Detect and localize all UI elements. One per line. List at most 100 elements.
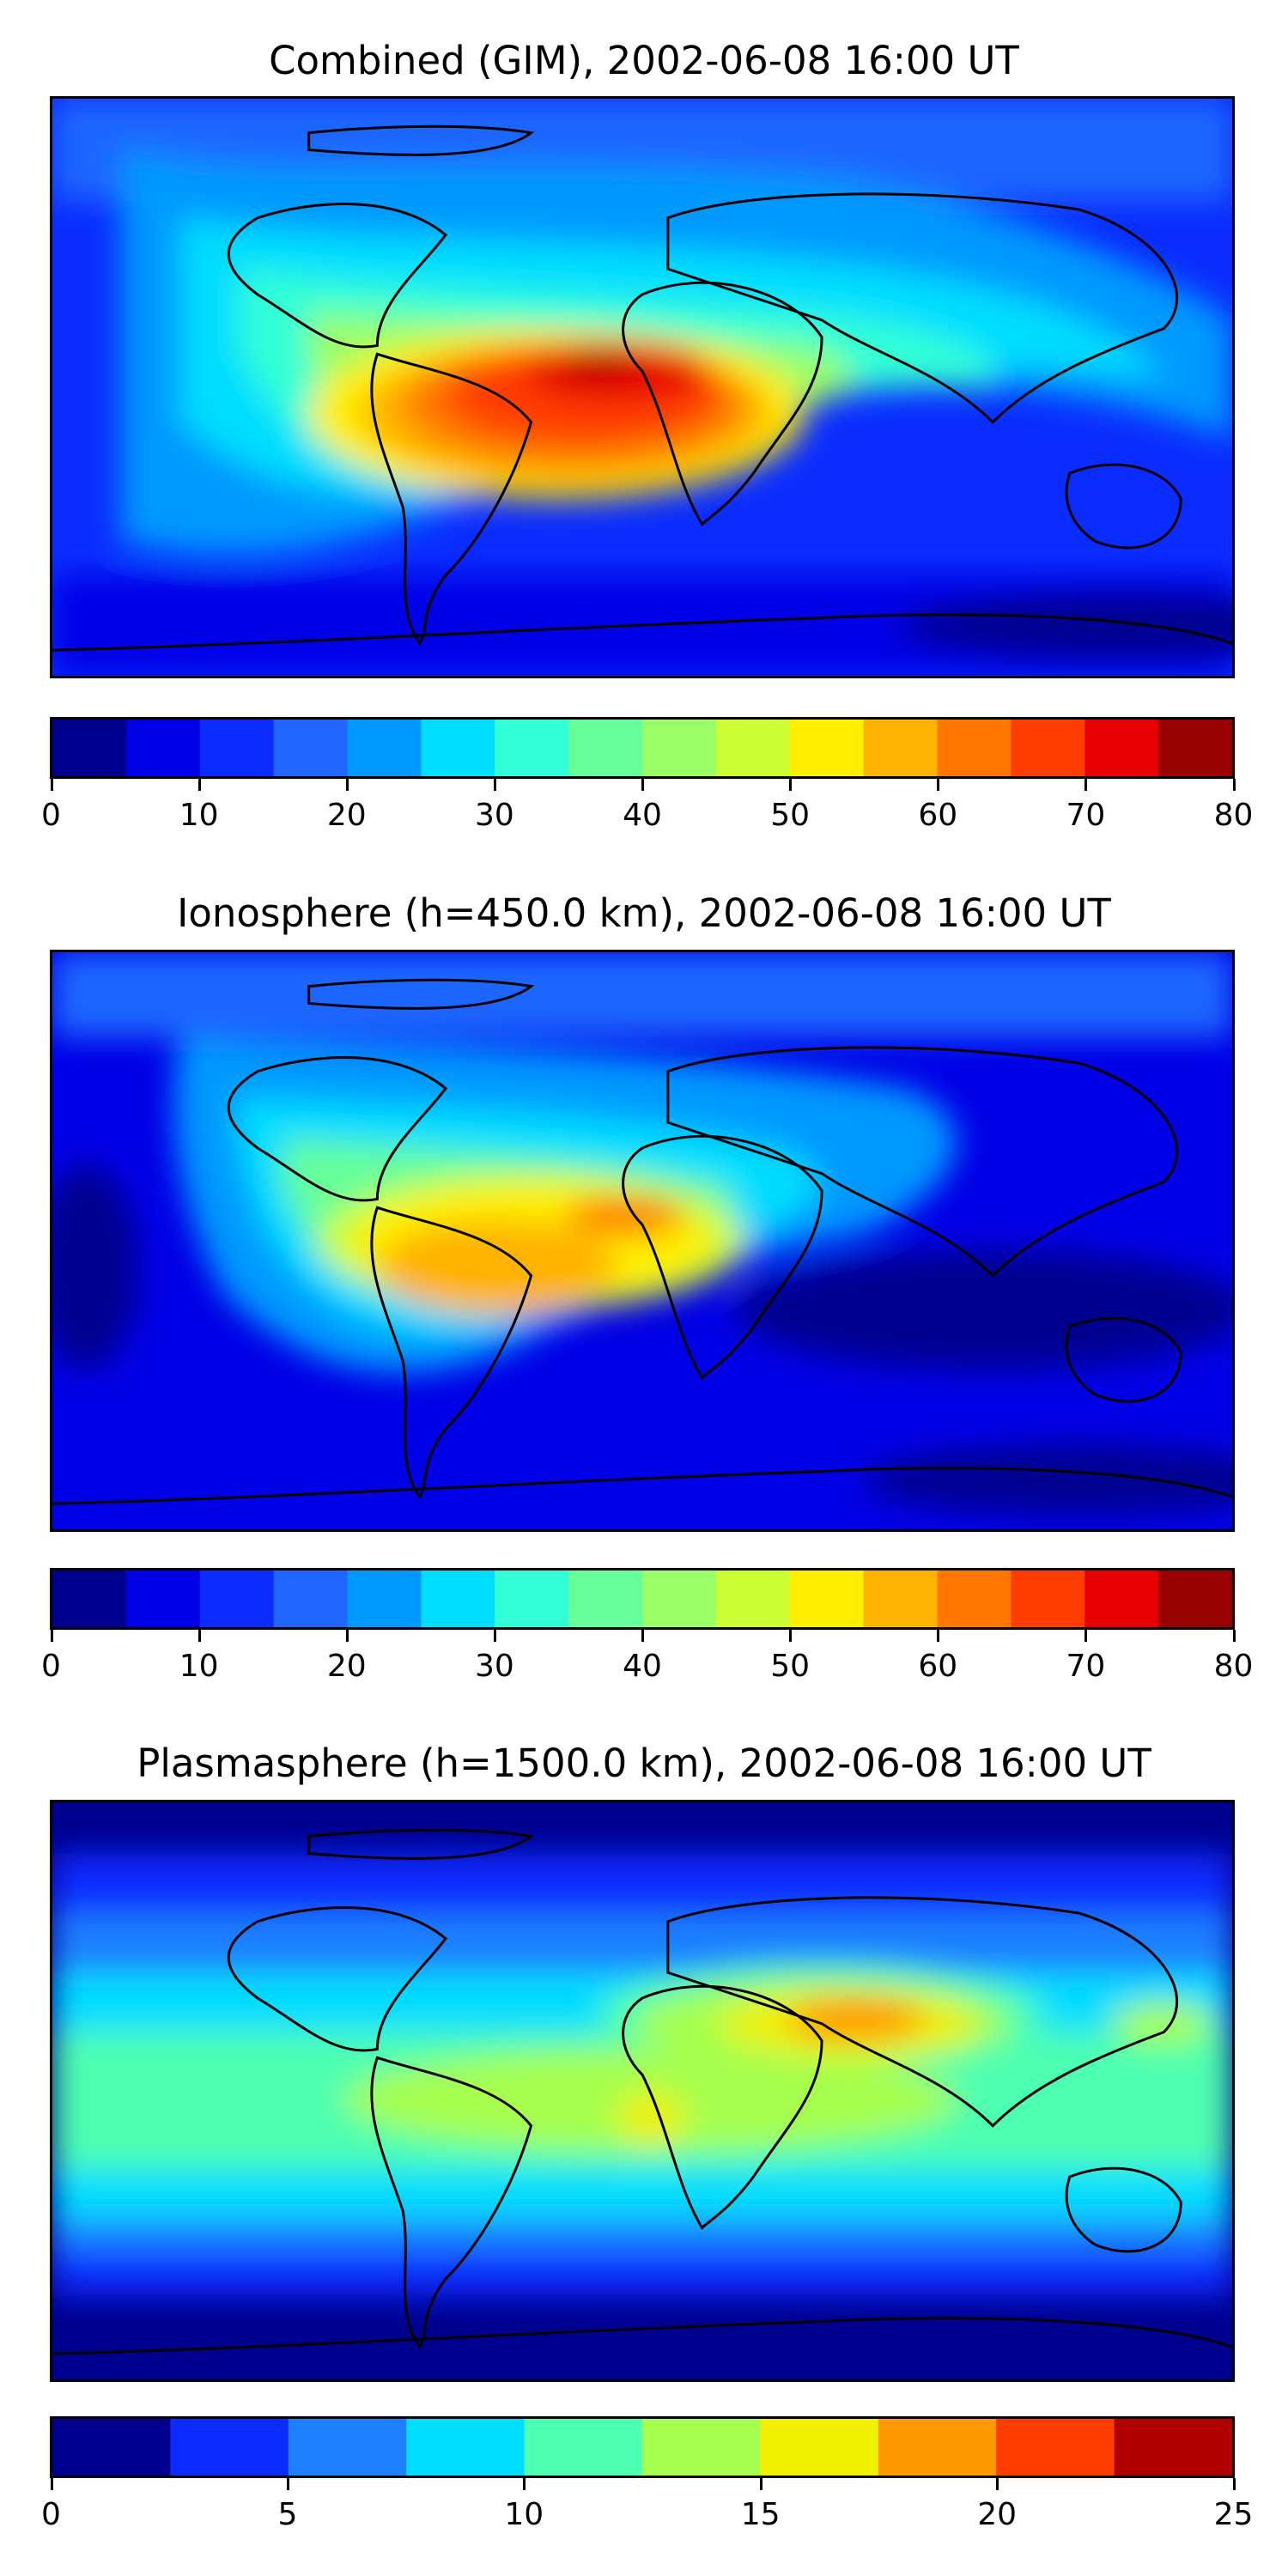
colorbar xyxy=(50,1568,1235,1630)
colorbar-segment xyxy=(288,2419,407,2476)
colorbar-segment xyxy=(125,720,201,776)
colorbar-tick-label: 50 xyxy=(770,1649,811,1684)
colorbar-segment xyxy=(125,1571,201,1627)
colorbar-segment xyxy=(863,1571,939,1627)
colorbar-segment xyxy=(878,2419,997,2476)
coastlines xyxy=(52,978,1232,1505)
coastlines xyxy=(52,1828,1232,2355)
colorbar-tick-label: 0 xyxy=(41,798,61,833)
colorbar-tick xyxy=(1084,1630,1088,1642)
colorbar-segment xyxy=(421,1571,495,1627)
colorbar-tick xyxy=(345,779,349,791)
colorbar-segment xyxy=(642,720,717,776)
colorbar-segment xyxy=(1158,720,1232,776)
colorbar-tick-label: 60 xyxy=(918,1649,958,1684)
map-title: Ionosphere (h=450.0 km), 2002-06-08 16:0… xyxy=(177,890,1111,936)
colorbar-tick xyxy=(1232,1630,1236,1642)
colorbar-tick xyxy=(197,1630,201,1642)
colorbar-tick xyxy=(50,779,53,791)
colorbar-tick xyxy=(789,779,793,791)
colorbar-tick-label: 20 xyxy=(977,2497,1017,2532)
colorbar-segment xyxy=(52,2419,171,2476)
colorbar-svg xyxy=(52,2419,1232,2476)
tec-map xyxy=(50,950,1235,1532)
colorbar-tick xyxy=(50,1630,53,1642)
colorbar-tick xyxy=(50,2478,53,2490)
tec-map-svg xyxy=(52,952,1232,1529)
colorbar-segment xyxy=(495,1571,569,1627)
colorbar-segment xyxy=(1158,1571,1232,1627)
colorbar-segment xyxy=(421,720,495,776)
colorbar-tick-label: 70 xyxy=(1066,798,1106,833)
colorbar-tick xyxy=(641,1630,644,1642)
colorbar-tick xyxy=(789,1630,793,1642)
colorbar-segment xyxy=(568,720,643,776)
colorbar-ticks: 0 10 20 30 40 50 60 70 80 xyxy=(41,1630,1253,1684)
colorbar-tick xyxy=(493,1630,496,1642)
colorbar-segment xyxy=(642,2419,761,2476)
colorbar-tick-label: 20 xyxy=(326,798,367,833)
colorbar-tick-label: 10 xyxy=(504,2497,544,2532)
colorbar-segment xyxy=(52,720,127,776)
map-title: Combined (GIM), 2002-06-08 16:00 UT xyxy=(269,38,1019,83)
colorbar-tick xyxy=(759,2478,762,2490)
colorbar-tick-label: 0 xyxy=(41,1649,61,1684)
colorbar-segment xyxy=(568,1571,643,1627)
colorbar-segment xyxy=(347,720,422,776)
colorbar-tick xyxy=(1084,779,1088,791)
tec-map-svg xyxy=(52,99,1232,676)
colorbar-tick-label: 60 xyxy=(918,798,958,833)
colorbar-tick-label: 30 xyxy=(474,798,514,833)
colorbar-tick-label: 80 xyxy=(1213,798,1254,833)
colorbar-segment xyxy=(937,720,1012,776)
colorbar-segment xyxy=(863,720,939,776)
colorbar-segment xyxy=(642,1571,717,1627)
colorbar-segment xyxy=(199,1571,275,1627)
colorbar-segment xyxy=(273,1571,349,1627)
colorbar-segment xyxy=(996,2419,1115,2476)
tec-map xyxy=(50,1800,1235,2382)
colorbar-tick-label: 30 xyxy=(474,1649,514,1684)
colorbar-segment xyxy=(937,1571,1012,1627)
colorbar-ticks: 0 5 10 15 20 25 xyxy=(41,2478,1253,2532)
colorbar-tick xyxy=(493,779,496,791)
colorbar-svg xyxy=(52,1571,1232,1627)
colorbar-segment xyxy=(273,720,349,776)
colorbar-tick xyxy=(286,2478,289,2490)
colorbar-segment xyxy=(1114,2419,1232,2476)
colorbar-tick xyxy=(1232,2478,1236,2490)
colorbar-tick xyxy=(641,779,644,791)
colorbar xyxy=(50,2416,1235,2478)
colorbar-segment xyxy=(524,2419,643,2476)
colorbar-tick xyxy=(197,779,201,791)
colorbar-segment xyxy=(406,2419,526,2476)
colorbar-svg xyxy=(52,720,1232,776)
colorbar-segment xyxy=(1011,720,1085,776)
map-title: Plasmasphere (h=1500.0 km), 2002-06-08 1… xyxy=(137,1741,1151,1786)
colorbar-segment xyxy=(1084,720,1159,776)
colorbar-tick-label: 0 xyxy=(41,2497,61,2532)
colorbar-tick-label: 5 xyxy=(277,2497,298,2532)
colorbar-segment xyxy=(52,1571,127,1627)
colorbar-segment xyxy=(1084,1571,1159,1627)
colorbar-tick-label: 40 xyxy=(623,798,662,833)
tec-map-svg xyxy=(52,1802,1232,2379)
colorbar-segment xyxy=(1011,1571,1085,1627)
tec-map xyxy=(50,96,1235,678)
colorbar-tick-label: 40 xyxy=(623,1649,662,1684)
colorbar-tick xyxy=(937,1630,940,1642)
colorbar-segment xyxy=(789,1571,865,1627)
colorbar-tick-label: 70 xyxy=(1066,1649,1106,1684)
colorbar-tick xyxy=(523,2478,526,2490)
colorbar-tick-label: 80 xyxy=(1213,1649,1254,1684)
colorbar-segment xyxy=(495,720,569,776)
coastlines xyxy=(52,125,1232,652)
colorbar-segment xyxy=(170,2419,289,2476)
colorbar-segment xyxy=(715,720,791,776)
colorbar-tick-label: 50 xyxy=(770,798,811,833)
colorbar-tick xyxy=(345,1630,349,1642)
colorbar-tick-label: 10 xyxy=(179,798,219,833)
colorbar-segment xyxy=(715,1571,791,1627)
colorbar-tick xyxy=(937,779,940,791)
colorbar-tick-label: 20 xyxy=(326,1649,367,1684)
